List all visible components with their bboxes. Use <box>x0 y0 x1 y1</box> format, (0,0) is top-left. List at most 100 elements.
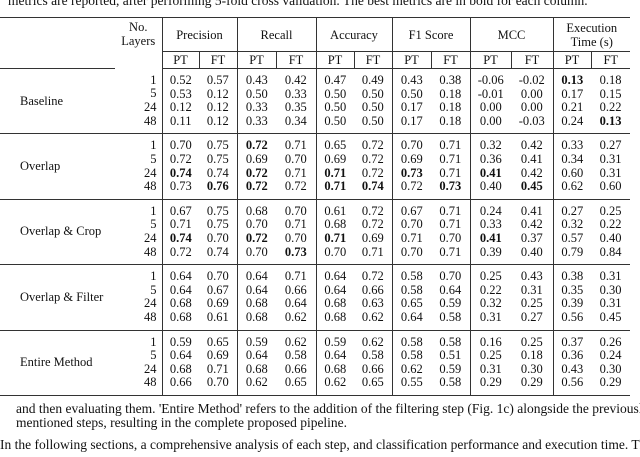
subheader: PT <box>469 51 511 69</box>
metric-value: 0.71 <box>439 138 462 153</box>
metric-value: 0.67 <box>400 203 423 218</box>
metric-value: 0.71 <box>284 269 307 284</box>
metric-cell: 0.70 0.72 0.74 0.73 <box>161 133 199 200</box>
metric-value: 0.68 <box>169 296 192 311</box>
metric-value: 0.41 <box>479 230 502 245</box>
metric-header: MCC <box>469 17 553 52</box>
layers-value: 5 <box>150 217 157 232</box>
subheader: FT <box>275 51 316 69</box>
layers-value: 24 <box>144 230 157 245</box>
metric-cell: 0.38 0.35 0.39 0.56 <box>552 264 591 331</box>
metric-value: 0.25 <box>479 348 502 363</box>
metric-value: 0.33 <box>561 138 584 153</box>
metric-cell: 0.32 0.36 0.41 0.40 <box>469 133 511 200</box>
metric-value: 0.31 <box>599 269 622 284</box>
metric-value: 0.50 <box>245 86 268 101</box>
metric-value: 0.41 <box>479 165 502 180</box>
metric-value: 0.62 <box>361 309 384 324</box>
metric-value: 0.84 <box>599 244 622 259</box>
metric-value: 0.68 <box>245 309 268 324</box>
metric-value: 0.65 <box>206 334 229 349</box>
metric-header: Precision <box>161 17 237 52</box>
metric-cell: 0.16 0.25 0.31 0.29 <box>469 330 511 396</box>
metric-value: 0.66 <box>284 361 307 376</box>
group-label: Overlap <box>0 133 115 200</box>
metric-value: 0.64 <box>400 309 423 324</box>
metric-value: 0.68 <box>169 361 192 376</box>
metric-value: 0.71 <box>284 138 307 153</box>
layers-value: 48 <box>144 179 157 194</box>
metric-cell: 0.71 0.71 0.71 0.73 <box>431 133 470 200</box>
layers-value: 24 <box>144 165 157 180</box>
metric-value: 0.70 <box>400 217 423 232</box>
metric-value: 0.22 <box>599 217 622 232</box>
metric-value: 0.72 <box>169 151 192 166</box>
metric-value: 0.51 <box>439 348 462 363</box>
paragraph-line: mentioned steps, resulting in the comple… <box>16 415 348 430</box>
metric-value: 0.16 <box>479 334 502 349</box>
metric-value: 0.71 <box>400 230 423 245</box>
metric-cell: 0.70 0.67 0.69 0.61 <box>199 264 237 331</box>
subheader: PT <box>161 51 199 69</box>
metric-value: 0.24 <box>599 348 622 363</box>
metric-value: 0.12 <box>169 100 192 115</box>
metric-value: 0.25 <box>520 296 543 311</box>
metric-value: 0.17 <box>400 113 423 128</box>
metric-value: 0.74 <box>206 244 229 259</box>
metric-cell: 0.75 0.75 0.74 0.76 <box>199 133 237 200</box>
metric-value: 0.52 <box>169 73 192 87</box>
subheader: PT <box>391 51 431 69</box>
metric-value: 0.70 <box>245 244 268 259</box>
metric-value: 0.12 <box>206 86 229 101</box>
metric-value: 0.43 <box>561 361 584 376</box>
metric-value: 0.43 <box>520 269 543 284</box>
metric-value: -0.01 <box>477 86 504 101</box>
metric-value: 0.50 <box>361 86 384 101</box>
metric-value: 0.68 <box>324 296 347 311</box>
metric-value: 0.18 <box>599 73 622 87</box>
metric-value: 0.38 <box>561 269 584 284</box>
metric-value: 0.58 <box>361 348 384 363</box>
metric-value: 0.00 <box>520 100 543 115</box>
metric-value: 0.55 <box>400 375 423 390</box>
metric-value: 0.29 <box>599 375 622 390</box>
metric-value: 0.72 <box>361 151 384 166</box>
metric-cell: 0.72 0.72 0.69 0.71 <box>354 199 392 266</box>
metric-value: 0.69 <box>324 151 347 166</box>
metric-value: 0.41 <box>520 151 543 166</box>
metric-value: 0.29 <box>520 375 543 390</box>
metric-cell: 0.59 0.64 0.68 0.62 <box>315 330 354 396</box>
metric-value: 0.65 <box>400 296 423 311</box>
layers-value: 24 <box>144 296 157 311</box>
metric-value: 0.31 <box>479 309 502 324</box>
layers-cell: 1 5 24 48 <box>115 68 162 135</box>
metric-cell: 0.64 0.64 0.68 0.68 <box>315 264 354 331</box>
metric-value: 0.70 <box>284 203 307 218</box>
metric-value: 0.56 <box>561 309 584 324</box>
metric-value: 0.18 <box>439 100 462 115</box>
metric-cell: 0.71 0.70 0.71 0.72 <box>276 133 316 200</box>
metric-cell: 0.64 0.64 0.68 0.68 <box>236 264 276 331</box>
header-row: No. Layers Precision Recall Accuracy F1 Scor… <box>0 17 630 52</box>
metric-cell: 0.62 0.58 0.66 0.65 <box>276 330 316 396</box>
layers-value: 48 <box>144 244 157 259</box>
metric-cell: 0.58 0.58 0.65 0.64 <box>391 264 431 331</box>
metric-cell: 0.58 0.51 0.59 0.58 <box>431 330 470 396</box>
metric-value: 0.75 <box>206 203 229 218</box>
metric-value: 0.67 <box>169 203 192 218</box>
metric-cell: 0.67 0.70 0.71 0.70 <box>391 199 431 266</box>
metric-value: 0.66 <box>361 282 384 297</box>
metric-value: 0.59 <box>169 334 192 349</box>
metric-value: 0.71 <box>439 151 462 166</box>
metric-value: 0.65 <box>361 375 384 390</box>
metric-value: 0.62 <box>284 334 307 349</box>
metric-value: 0.70 <box>400 138 423 153</box>
metric-cell: 0.59 0.64 0.68 0.62 <box>236 330 276 396</box>
metric-value: 0.60 <box>561 165 584 180</box>
metric-value: 0.12 <box>206 100 229 115</box>
metric-value: 0.42 <box>284 73 307 87</box>
metric-value: 0.73 <box>439 179 462 194</box>
layers-value: 48 <box>144 375 157 390</box>
metric-value: 0.62 <box>400 361 423 376</box>
